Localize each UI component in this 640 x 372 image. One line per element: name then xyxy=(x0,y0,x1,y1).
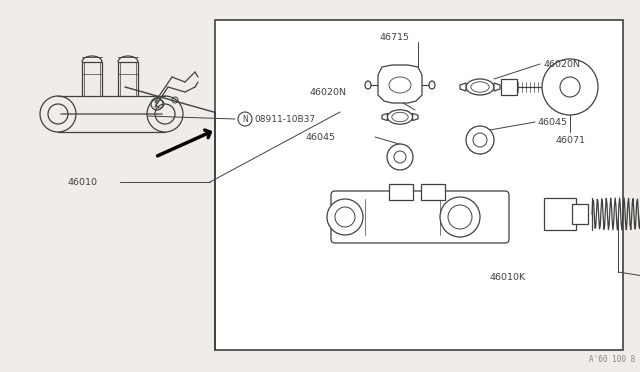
Text: 46715: 46715 xyxy=(380,32,410,42)
FancyBboxPatch shape xyxy=(331,191,509,243)
Polygon shape xyxy=(460,83,466,91)
Ellipse shape xyxy=(466,79,494,95)
Circle shape xyxy=(238,112,252,126)
Ellipse shape xyxy=(392,112,408,122)
Text: 46020N: 46020N xyxy=(543,60,580,68)
Polygon shape xyxy=(382,113,387,121)
Text: 46010: 46010 xyxy=(68,177,98,186)
Polygon shape xyxy=(378,65,422,103)
Circle shape xyxy=(466,126,494,154)
FancyBboxPatch shape xyxy=(389,184,413,200)
Text: 46045: 46045 xyxy=(305,132,335,141)
Circle shape xyxy=(440,197,480,237)
Ellipse shape xyxy=(429,81,435,89)
Ellipse shape xyxy=(471,82,489,92)
FancyBboxPatch shape xyxy=(544,198,576,230)
Text: 46010K: 46010K xyxy=(490,273,526,282)
Text: A'60 100 8: A'60 100 8 xyxy=(589,355,635,364)
Circle shape xyxy=(448,205,472,229)
Circle shape xyxy=(335,207,355,227)
Circle shape xyxy=(560,77,580,97)
FancyBboxPatch shape xyxy=(215,20,623,350)
Ellipse shape xyxy=(387,110,413,124)
Text: 46071: 46071 xyxy=(555,135,585,144)
Text: 46045: 46045 xyxy=(537,118,567,126)
FancyBboxPatch shape xyxy=(572,204,588,224)
Circle shape xyxy=(394,151,406,163)
Polygon shape xyxy=(494,83,500,91)
Text: N: N xyxy=(242,115,248,124)
Circle shape xyxy=(542,59,598,115)
Ellipse shape xyxy=(365,81,371,89)
FancyBboxPatch shape xyxy=(501,79,517,95)
Text: 08911-10B37: 08911-10B37 xyxy=(254,115,315,124)
Polygon shape xyxy=(413,113,418,121)
Circle shape xyxy=(327,199,363,235)
Circle shape xyxy=(387,144,413,170)
FancyBboxPatch shape xyxy=(421,184,445,200)
Ellipse shape xyxy=(389,77,411,93)
Text: 46020N: 46020N xyxy=(310,87,347,96)
Circle shape xyxy=(473,133,487,147)
